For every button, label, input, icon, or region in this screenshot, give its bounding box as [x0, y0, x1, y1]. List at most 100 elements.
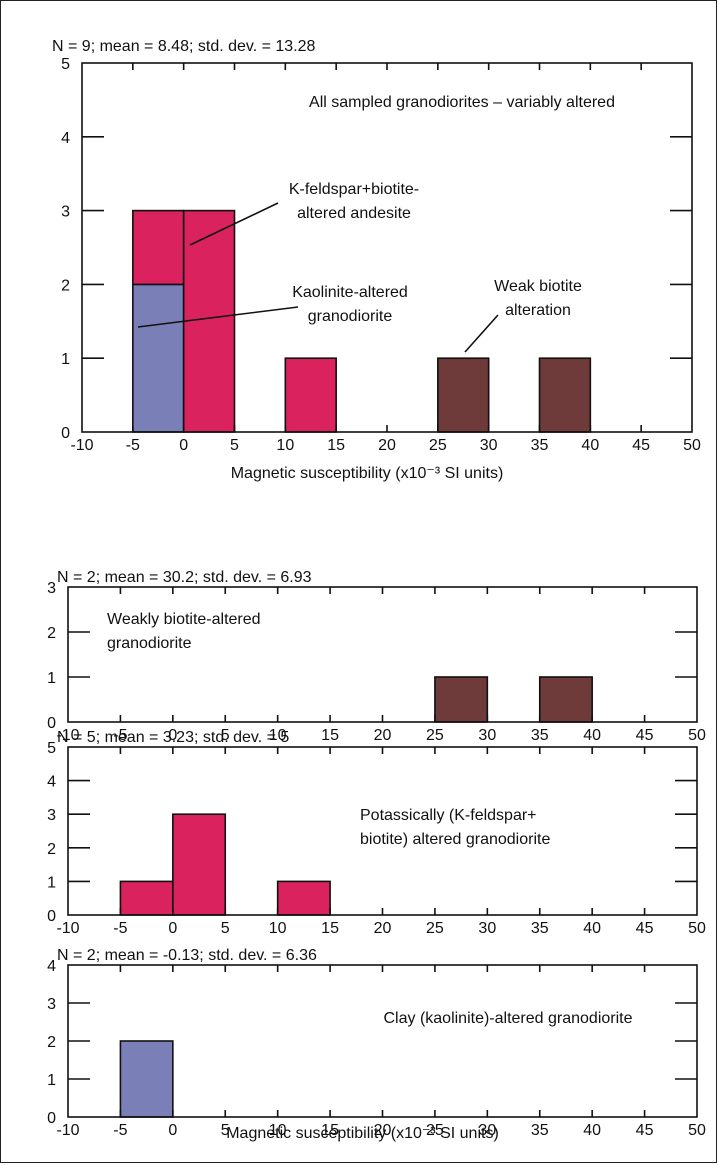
- x-tick-label: -5: [113, 920, 127, 937]
- x-tick-label: 40: [583, 920, 601, 937]
- y-tick-label: 2: [61, 277, 70, 294]
- y-tick-label: 4: [47, 774, 56, 791]
- panel-annotation: Potassically (K-feldspar+: [360, 807, 537, 824]
- x-tick-label: 10: [276, 437, 294, 454]
- panel-stats: N = 2; mean = -0.13; std. dev. = 6.36: [57, 947, 317, 964]
- y-tick-label: 2: [47, 625, 56, 642]
- x-tick-label: 10: [269, 1122, 287, 1139]
- x-tick-label: 5: [230, 437, 239, 454]
- panel-annotation: granodiorite: [107, 635, 192, 652]
- histogram-bar: [172, 813, 227, 916]
- histogram-bar: [119, 1040, 174, 1118]
- x-tick-label: 15: [321, 920, 339, 937]
- panel-annotation: altered andesite: [297, 205, 411, 222]
- panel-annotation: K-feldspar+biotite-: [289, 181, 419, 198]
- histogram-panel-4: -10 -5 0 5 10 15 20 25 30 35 40 45 50 0 1 2 3 4N = 2; mea…: [47, 947, 706, 1142]
- annotation-leader-line: [464, 314, 499, 353]
- histogram-bar: [538, 357, 592, 433]
- y-tick-label: 0: [47, 908, 56, 925]
- y-tick-label: 3: [47, 807, 56, 824]
- x-tick-label: 10: [269, 727, 287, 744]
- y-tick-label: 0: [47, 715, 56, 732]
- y-tick-label: 3: [47, 580, 56, 597]
- y-tick-label: 0: [47, 1110, 56, 1127]
- x-tick-label: 0: [168, 1122, 177, 1139]
- y-tick-label: 0: [61, 425, 70, 442]
- panel-stats: N = 9; mean = 8.48; std. dev. = 13.28: [52, 38, 316, 55]
- x-tick-label: 20: [378, 437, 396, 454]
- x-tick-label: 35: [531, 1122, 549, 1139]
- x-tick-label: 50: [688, 920, 706, 937]
- panel-annotation: alteration: [505, 302, 571, 319]
- y-tick-label: 4: [47, 958, 56, 975]
- histogram-bar: [434, 676, 489, 723]
- y-tick-label: 3: [61, 204, 70, 221]
- histogram-bar: [276, 880, 331, 916]
- x-tick-label: 35: [531, 920, 549, 937]
- y-tick-label: 3: [47, 996, 56, 1013]
- y-tick-label: 1: [47, 874, 56, 891]
- y-tick-label: 5: [47, 740, 56, 757]
- x-tick-label: 35: [531, 727, 549, 744]
- x-tick-label: 45: [636, 1122, 654, 1139]
- panel-stats: N = 5; mean = 3.23; std. dev. = 5: [57, 729, 289, 746]
- x-tick-label: -10: [56, 727, 79, 744]
- histogram-bar: [284, 357, 337, 433]
- x-tick-label: 20: [374, 1122, 392, 1139]
- x-tick-label: 25: [429, 437, 447, 454]
- histogram-panel-2: -10 -5 0 5 10 15 20 25 30 35 40 45 50 0 1 2 3N = 2; mean…: [47, 569, 706, 744]
- y-tick-label: 1: [47, 1072, 56, 1089]
- x-tick-label: 25: [426, 920, 444, 937]
- panel-annotation: Clay (kaolinite)-altered granodiorite: [383, 1010, 632, 1027]
- x-tick-label: 30: [478, 1122, 496, 1139]
- x-tick-label: 25: [426, 1122, 444, 1139]
- annotation-leader-line: [137, 306, 299, 328]
- x-tick-label: 5: [221, 1122, 230, 1139]
- x-tick-label: 45: [636, 920, 654, 937]
- x-tick-label: 35: [531, 437, 549, 454]
- x-tick-label: -10: [70, 437, 93, 454]
- x-tick-label: 0: [168, 727, 177, 744]
- histogram-bar: [119, 880, 174, 916]
- x-tick-label: 30: [478, 727, 496, 744]
- x-tick-label: 30: [480, 437, 498, 454]
- histogram-bar: [182, 209, 236, 433]
- x-tick-label: 45: [632, 437, 650, 454]
- x-tick-label: 50: [688, 727, 706, 744]
- x-tick-label: -10: [56, 1122, 79, 1139]
- y-tick-label: 1: [47, 670, 56, 687]
- y-tick-label: 4: [61, 130, 70, 147]
- panel-annotation: biotite) altered granodiorite: [360, 831, 550, 848]
- x-tick-label: 15: [327, 437, 345, 454]
- x-tick-label: 50: [688, 1122, 706, 1139]
- x-tick-label: 15: [321, 727, 339, 744]
- histogram-bar: [132, 283, 185, 433]
- y-tick-label: 2: [47, 1034, 56, 1051]
- x-tick-label: 25: [426, 727, 444, 744]
- panel-annotation: granodiorite: [308, 308, 393, 325]
- x-tick-label: 20: [374, 727, 392, 744]
- x-tick-label: 15: [321, 1122, 339, 1139]
- x-tick-label: 50: [683, 437, 701, 454]
- panel-annotation: Kaolinite-altered: [292, 284, 408, 301]
- x-tick-label: 5: [221, 727, 230, 744]
- y-tick-label: 1: [61, 351, 70, 368]
- annotation-leader-line: [189, 202, 279, 246]
- y-tick-label: 2: [47, 841, 56, 858]
- panel-annotation: Weakly biotite-altered: [107, 611, 261, 628]
- x-tick-label: 40: [583, 1122, 601, 1139]
- x-tick-label: 40: [583, 727, 601, 744]
- panel-annotation: All sampled granodiorites – variably alt…: [309, 94, 615, 111]
- plot-frame: [67, 586, 698, 723]
- panel-stats: N = 2; mean = 30.2; std. dev. = 6.93: [57, 569, 312, 586]
- x-tick-label: 5: [221, 920, 230, 937]
- x-tick-label: -5: [113, 1122, 127, 1139]
- x-tick-label: 0: [179, 437, 188, 454]
- x-tick-label: 20: [374, 920, 392, 937]
- x-axis-label: Magnetic susceptibility (x10⁻³ SI units): [226, 1125, 499, 1142]
- x-tick-label: 0: [168, 920, 177, 937]
